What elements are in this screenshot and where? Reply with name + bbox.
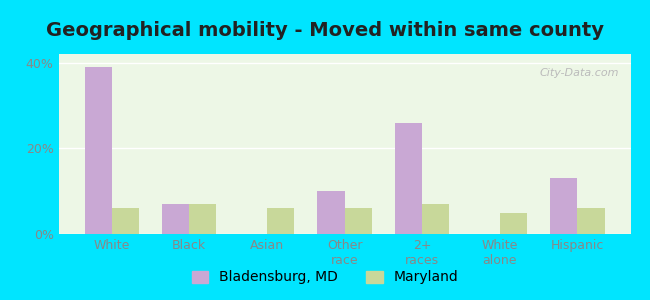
Bar [550,178,577,234]
Bar [344,208,372,234]
Text: City-Data.com: City-Data.com [540,68,619,78]
Bar [189,204,216,234]
Bar [577,208,605,234]
Text: Geographical mobility - Moved within same county: Geographical mobility - Moved within sam… [46,21,604,40]
Bar [500,213,527,234]
Bar [162,204,189,234]
Bar [422,204,449,234]
Bar [317,191,344,234]
Bar [395,123,422,234]
Bar [267,208,294,234]
Legend: Bladensburg, MD, Maryland: Bladensburg, MD, Maryland [186,265,464,290]
Bar [112,208,139,234]
Bar [84,67,112,234]
